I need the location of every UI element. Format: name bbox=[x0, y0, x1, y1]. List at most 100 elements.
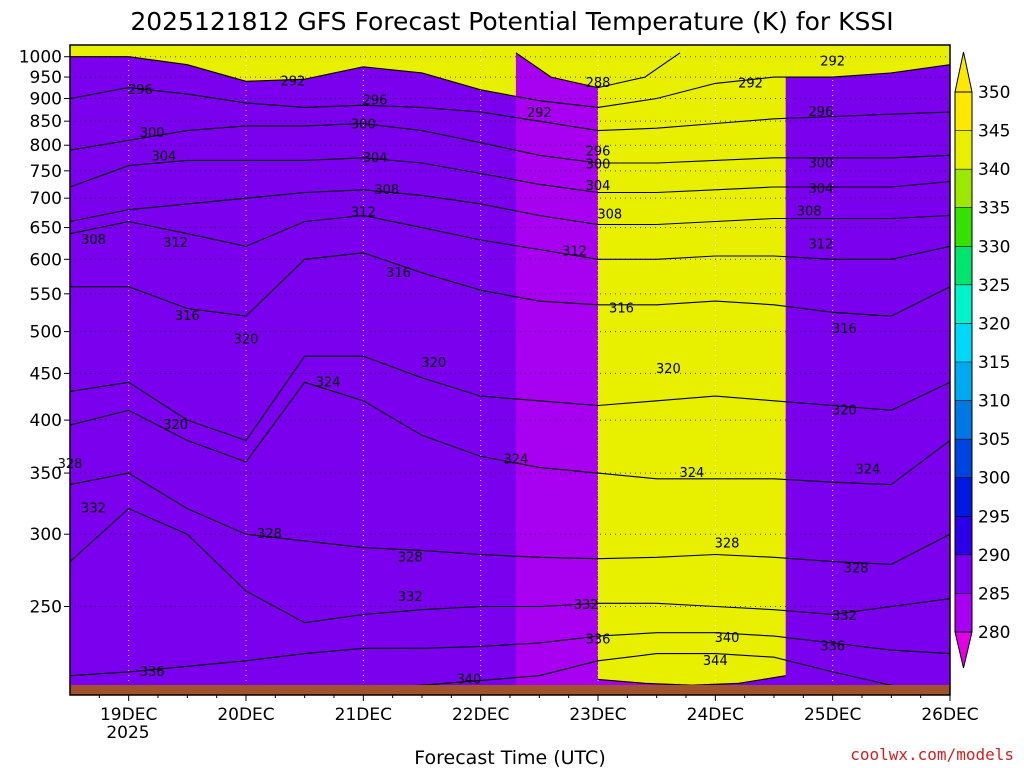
y-tick-label-750: 750 bbox=[30, 162, 62, 182]
colorbar-swatch-325 bbox=[955, 246, 972, 285]
contour-label-288-52: 288 bbox=[586, 76, 611, 91]
contour-label-304-37: 304 bbox=[363, 151, 388, 166]
contour-line-320 bbox=[70, 355, 950, 442]
y-tick-label-650: 650 bbox=[30, 219, 62, 239]
contour-label-312-29: 312 bbox=[351, 206, 376, 221]
colorbar-label-330: 330 bbox=[978, 237, 1010, 257]
chart-title: 2025121812 GFS Forecast Potential Temper… bbox=[130, 7, 893, 36]
contour-label-312-31: 312 bbox=[809, 237, 834, 252]
contour-label-336-0: 336 bbox=[140, 665, 165, 680]
contour-label-316-27: 316 bbox=[832, 322, 857, 337]
contour-label-300-40: 300 bbox=[140, 126, 165, 141]
colorbar: 280 285 290 295 300 305 310 315 320 325 330 335 340 3… bbox=[954, 51, 1010, 669]
contour-label-308-33: 308 bbox=[374, 183, 399, 198]
y-tick-label-450: 450 bbox=[30, 364, 62, 384]
colorbar-label-315: 315 bbox=[978, 353, 1010, 373]
x-tick-label-19DEC: 19DEC bbox=[100, 705, 157, 725]
contour-label-292-49: 292 bbox=[527, 106, 552, 121]
contour-label-304-39: 304 bbox=[809, 182, 834, 197]
contour-label-292-51: 292 bbox=[820, 55, 845, 70]
colorbar-swatch-315 bbox=[955, 323, 972, 362]
colorbar-swatch-310 bbox=[955, 362, 972, 401]
x-year-label: 2025 bbox=[106, 723, 149, 743]
colorbar-label-300: 300 bbox=[978, 469, 1010, 489]
y-axis: 2503003504004505005506006507007508008509… bbox=[19, 48, 70, 618]
contour-label-312-28: 312 bbox=[163, 236, 188, 251]
y-tick-label-350: 350 bbox=[30, 464, 62, 484]
colorbar-label-335: 335 bbox=[978, 199, 1010, 219]
colorbar-swatch-335 bbox=[955, 169, 972, 208]
colorbar-label-340: 340 bbox=[978, 160, 1010, 180]
contour-label-324-17: 324 bbox=[855, 463, 880, 478]
band-above-344 bbox=[598, 45, 786, 686]
contour-label-324-16: 324 bbox=[679, 466, 704, 481]
contour-label-328-11: 328 bbox=[398, 550, 423, 565]
y-tick-label-850: 850 bbox=[30, 112, 62, 132]
contour-label-320-20: 320 bbox=[421, 356, 446, 371]
gridlines bbox=[70, 45, 950, 695]
ground-strip bbox=[70, 685, 950, 695]
colorbar-swatch-345 bbox=[955, 92, 972, 131]
contour-label-300-43: 300 bbox=[809, 156, 834, 171]
contour-label-320-22: 320 bbox=[832, 403, 857, 418]
contour-line-336 bbox=[70, 632, 950, 677]
x-tick-label-23DEC: 23DEC bbox=[569, 705, 626, 725]
colorbar-swatch-330 bbox=[955, 207, 972, 247]
x-tick-label-26DEC: 26DEC bbox=[921, 705, 978, 725]
colorbar-swatch-320 bbox=[955, 284, 972, 324]
contour-label-296-46: 296 bbox=[586, 145, 611, 160]
colorbar-label-305: 305 bbox=[978, 430, 1010, 450]
colorbar-swatch-285 bbox=[955, 554, 972, 594]
y-tick-label-700: 700 bbox=[30, 189, 62, 209]
credit-text: coolwx.com/models bbox=[850, 745, 1014, 764]
contour-label-324-18: 324 bbox=[316, 375, 341, 390]
x-tick-label-20DEC: 20DEC bbox=[217, 705, 274, 725]
contour-label-296-47: 296 bbox=[809, 105, 834, 120]
contour-line-292 bbox=[70, 56, 950, 108]
contour-line-304 bbox=[70, 157, 950, 194]
contour-label-296-45: 296 bbox=[363, 93, 388, 108]
contour-label-332-8: 332 bbox=[832, 609, 857, 624]
contour-label-336-5: 336 bbox=[820, 640, 845, 655]
colorbar-swatch-305 bbox=[955, 400, 972, 440]
x-tick-label-21DEC: 21DEC bbox=[335, 705, 392, 725]
contour-label-292-50: 292 bbox=[738, 76, 763, 91]
contour-label-344-2: 344 bbox=[703, 654, 728, 669]
contour-label-320-21: 320 bbox=[656, 362, 681, 377]
colorbar-swatch-280 bbox=[955, 593, 972, 632]
colorbar-swatch-300 bbox=[955, 439, 972, 478]
contour-line-328 bbox=[70, 472, 950, 565]
x-tick-label-22DEC: 22DEC bbox=[452, 705, 509, 725]
y-tick-label-1000: 1000 bbox=[19, 48, 62, 68]
contour-label-332-7: 332 bbox=[574, 598, 599, 613]
contour-label-324-15: 324 bbox=[503, 453, 528, 468]
x-axis: 19DEC 20DEC 21DEC 22DEC 23DEC 24DEC 25DEC 26DEC bbox=[98, 695, 979, 725]
colorbar-label-345: 345 bbox=[978, 122, 1010, 142]
colorbar-label-280: 280 bbox=[978, 623, 1010, 643]
y-tick-label-400: 400 bbox=[30, 411, 62, 431]
contour-label-328-12: 328 bbox=[715, 537, 740, 552]
contour-line-300 bbox=[70, 122, 950, 164]
y-tick-label-600: 600 bbox=[30, 250, 62, 270]
contour-line-324 bbox=[70, 381, 950, 486]
x-tick-label-24DEC: 24DEC bbox=[687, 705, 744, 725]
contour-label-296-44: 296 bbox=[128, 83, 153, 98]
contour-label-320-23: 320 bbox=[234, 333, 259, 348]
contour-label-340-1: 340 bbox=[457, 672, 482, 687]
y-tick-label-900: 900 bbox=[30, 90, 62, 110]
x-tick-label-25DEC: 25DEC bbox=[804, 705, 861, 725]
colorbar-label-295: 295 bbox=[978, 507, 1010, 527]
contour-label-336-4: 336 bbox=[586, 633, 611, 648]
contour-line-316 bbox=[70, 252, 950, 317]
contour-label-300-41: 300 bbox=[351, 117, 376, 132]
contour-labels: 336 340 344 340 336 336 332 332 332 332 328 328 328 3… bbox=[58, 55, 881, 688]
contour-label-332-9: 332 bbox=[81, 502, 106, 517]
contour-label-308-34: 308 bbox=[597, 207, 622, 222]
contour-label-312-30: 312 bbox=[562, 244, 587, 259]
contour-label-320-19: 320 bbox=[163, 418, 188, 433]
colorbar-top-arrow bbox=[954, 51, 973, 93]
contour-label-328-10: 328 bbox=[257, 527, 282, 542]
contour-line-296 bbox=[70, 87, 950, 132]
y-tick-label-500: 500 bbox=[30, 323, 62, 343]
colorbar-swatch-290 bbox=[955, 516, 972, 555]
